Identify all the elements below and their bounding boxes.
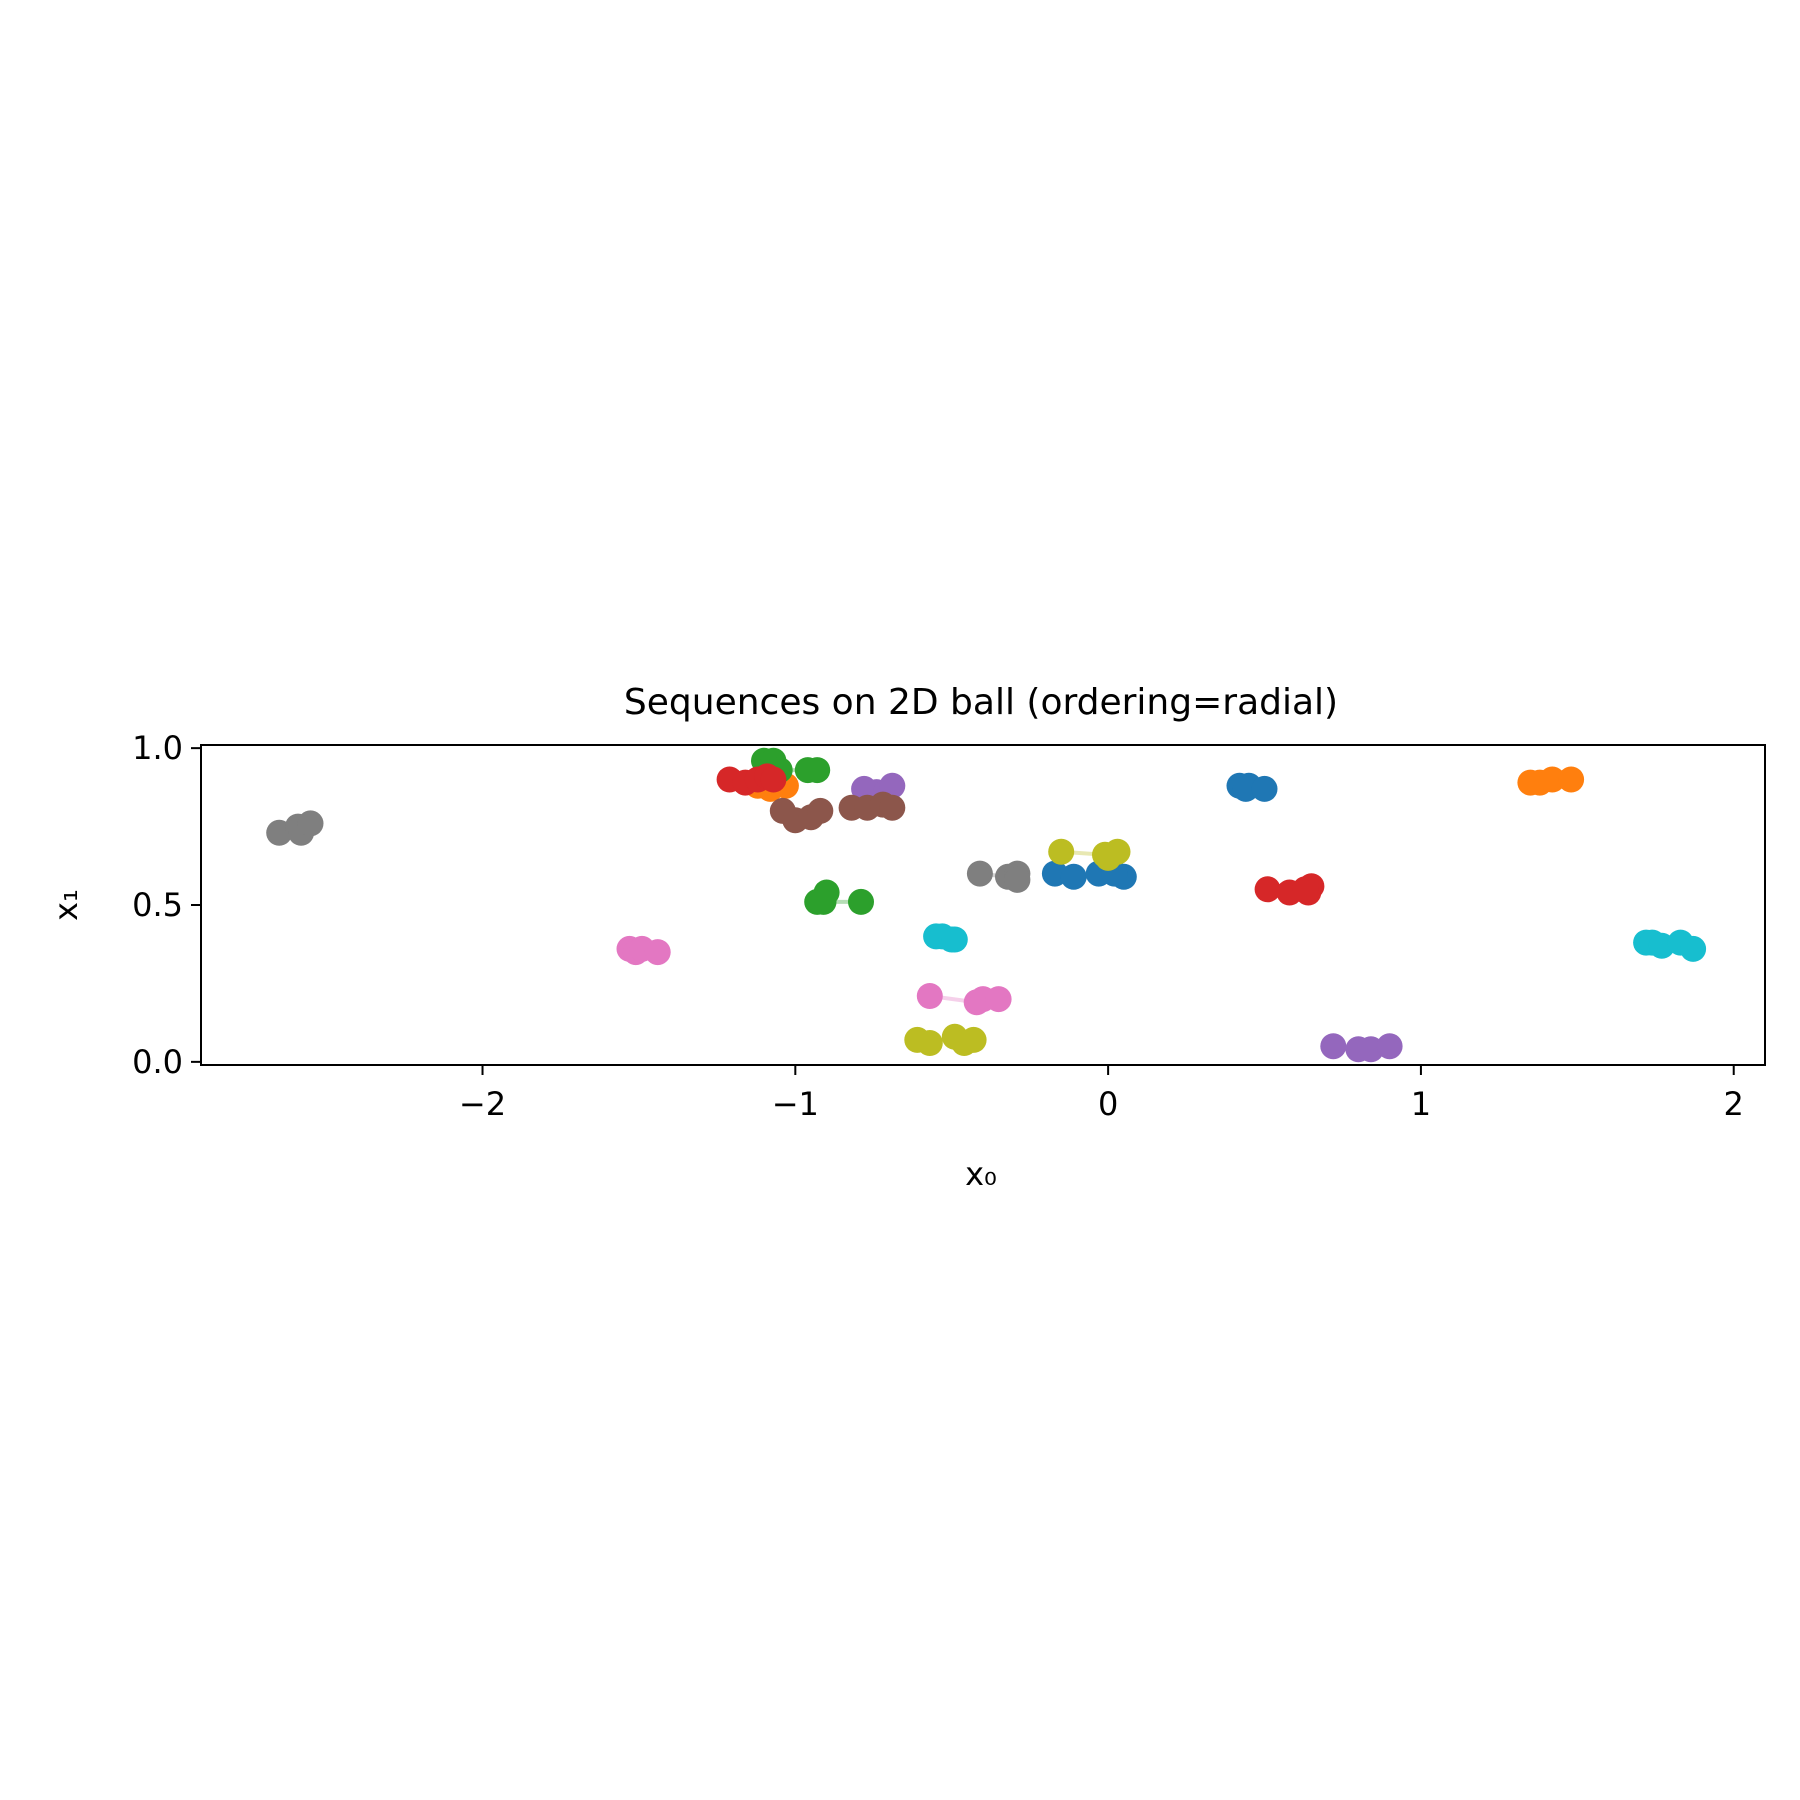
x-axis-label: x₀ bbox=[965, 1155, 997, 1193]
y-tick-label: 0.5 bbox=[132, 886, 183, 924]
sequence-12 bbox=[838, 791, 906, 821]
data-point bbox=[985, 986, 1012, 1013]
data-point bbox=[1060, 863, 1087, 890]
data-point bbox=[1104, 838, 1131, 865]
data-point bbox=[916, 983, 943, 1009]
sequence-10 bbox=[1320, 1033, 1403, 1063]
data-point bbox=[916, 1030, 943, 1056]
y-tick-label: 1.0 bbox=[132, 729, 183, 767]
chart-title: Sequences on 2D ball (ordering=radial) bbox=[624, 682, 1338, 723]
y-axis: 0.0 0.5 1.0 bbox=[132, 729, 201, 1081]
x-axis: −2 −1 0 1 2 bbox=[459, 1065, 1744, 1123]
data-point bbox=[879, 794, 906, 821]
sequence-14 bbox=[916, 983, 1012, 1016]
series-layer bbox=[266, 747, 1707, 1063]
data-point bbox=[1680, 935, 1707, 962]
sequence-17 bbox=[1048, 838, 1131, 871]
data-point bbox=[1048, 838, 1075, 865]
sequence-6 bbox=[804, 879, 874, 915]
data-point bbox=[1004, 866, 1031, 893]
data-point bbox=[644, 939, 671, 966]
data-point bbox=[966, 860, 993, 887]
x-tick-label: −1 bbox=[772, 1085, 819, 1123]
sequence-2 bbox=[1226, 772, 1278, 802]
data-point bbox=[297, 810, 324, 837]
sequence-15 bbox=[266, 810, 324, 846]
x-tick-label: 1 bbox=[1411, 1085, 1431, 1123]
sequence-7 bbox=[716, 763, 787, 796]
data-point bbox=[1254, 876, 1281, 903]
data-point bbox=[960, 1026, 987, 1053]
data-point bbox=[941, 926, 968, 953]
data-point bbox=[1376, 1033, 1403, 1060]
sequence-1 bbox=[1041, 860, 1137, 890]
sequence-19 bbox=[923, 923, 968, 953]
sequence-8 bbox=[1254, 873, 1325, 906]
sequence-20 bbox=[1633, 929, 1707, 962]
data-point bbox=[1232, 775, 1259, 802]
x-tick-label: −2 bbox=[459, 1085, 506, 1123]
y-axis-label: x₁ bbox=[47, 889, 85, 921]
sequence-16 bbox=[966, 860, 1031, 893]
data-point bbox=[1539, 766, 1566, 793]
data-point bbox=[804, 757, 831, 784]
x-tick-label: 0 bbox=[1098, 1085, 1118, 1123]
data-point bbox=[1558, 766, 1585, 793]
sequence-4 bbox=[1517, 766, 1585, 796]
data-point bbox=[1292, 876, 1319, 903]
sequence-13 bbox=[616, 935, 671, 966]
sequence-18 bbox=[904, 1023, 987, 1056]
data-point bbox=[810, 888, 837, 915]
x-tick-label: 2 bbox=[1724, 1085, 1744, 1123]
data-point bbox=[807, 797, 834, 824]
data-point bbox=[1320, 1033, 1347, 1060]
sequence-11 bbox=[769, 797, 834, 834]
y-tick-label: 0.0 bbox=[132, 1043, 183, 1081]
data-point bbox=[760, 766, 787, 793]
data-point bbox=[1251, 775, 1278, 802]
data-point bbox=[848, 888, 874, 915]
